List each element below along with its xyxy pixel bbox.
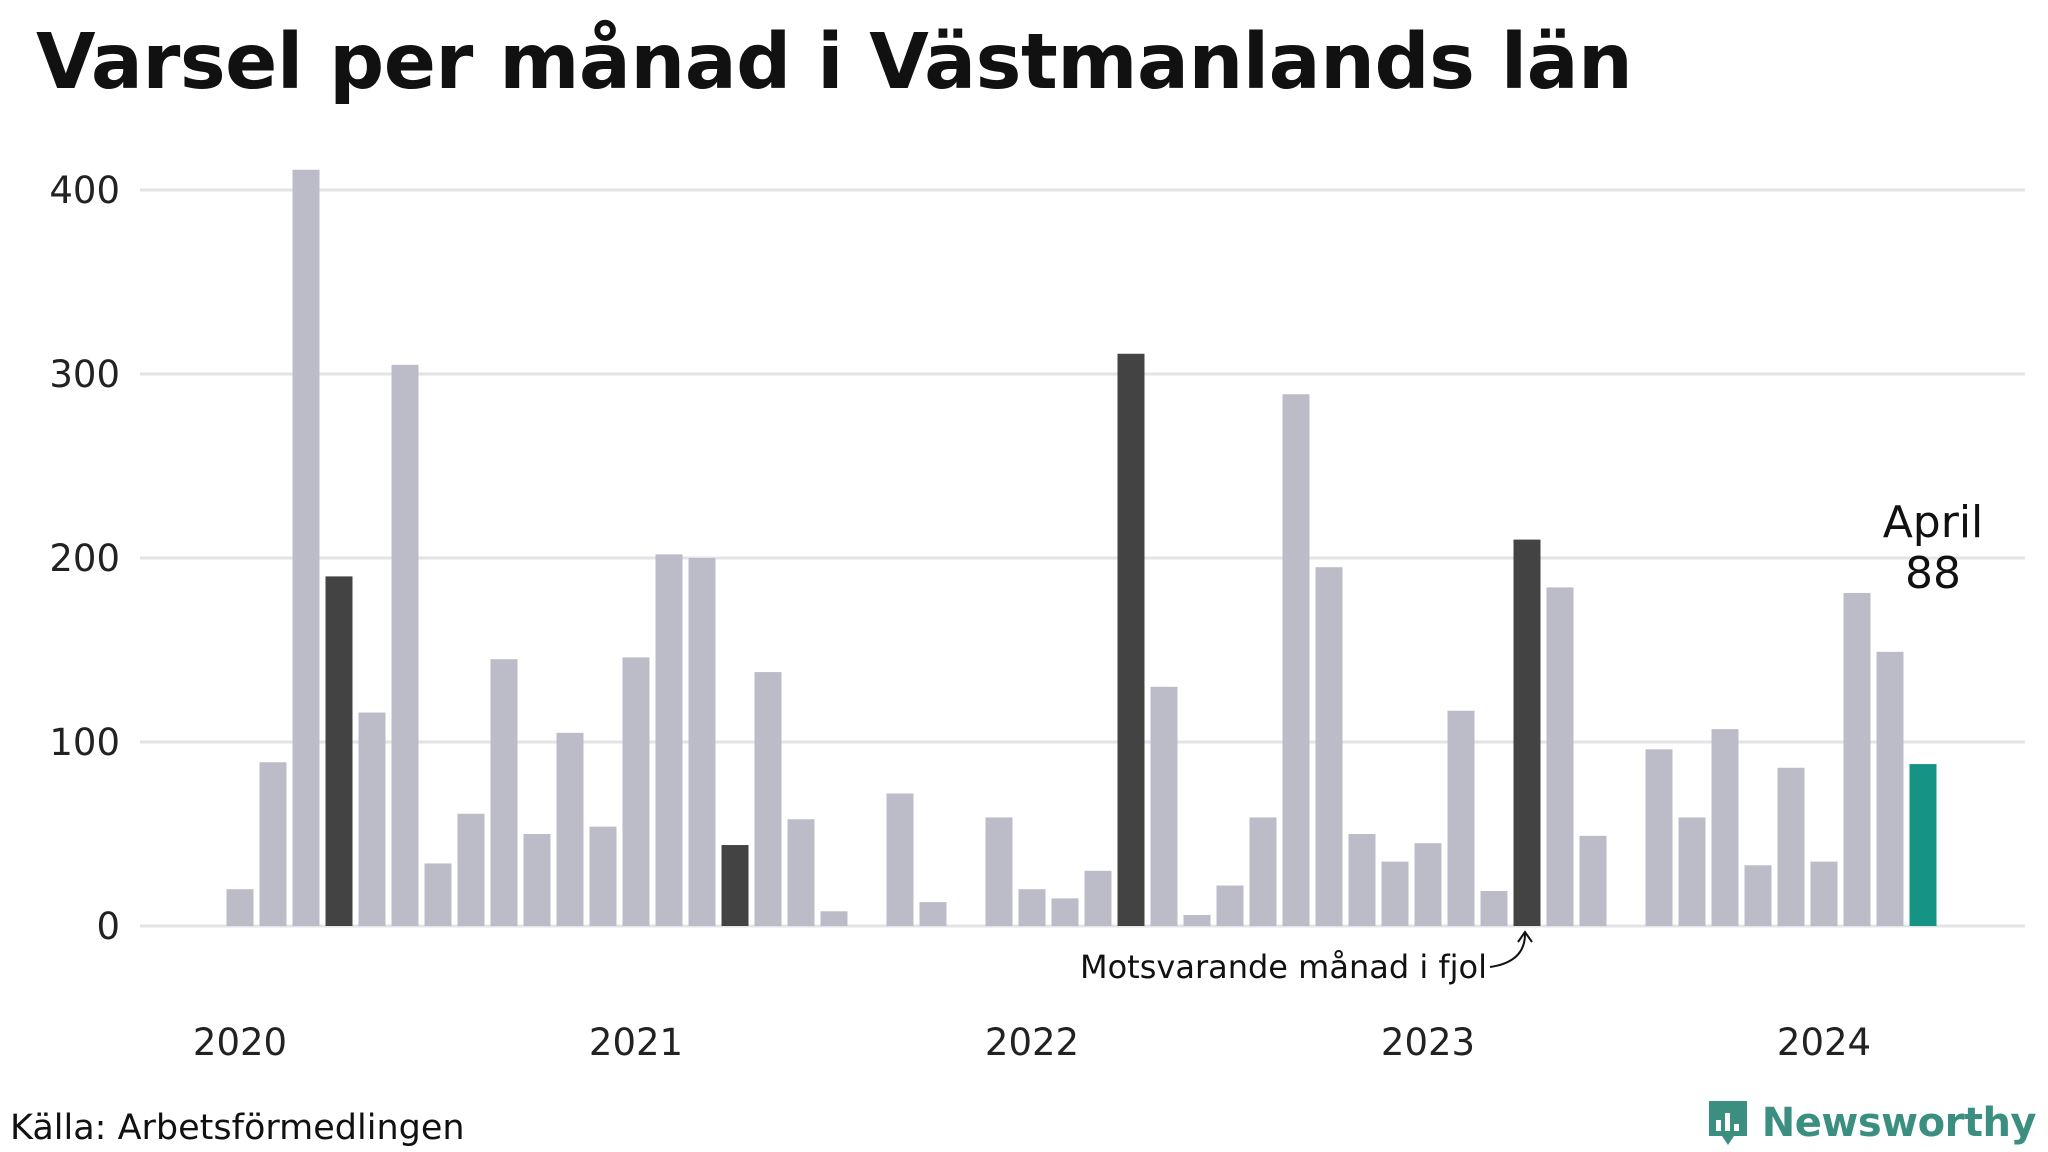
bar-2022-03 — [1084, 870, 1112, 926]
current-month-label: April — [1883, 497, 1984, 548]
x-axis-ticks: 2020 2021 2022 2023 2024 — [193, 1021, 1871, 1064]
bar-2021-09 — [886, 793, 914, 926]
bar-2023-10 — [1711, 729, 1739, 926]
y-tick-label: 300 — [49, 353, 120, 396]
bar-2020-08 — [457, 813, 485, 926]
x-tick-label: 2024 — [1777, 1021, 1871, 1064]
bar-2024-04 — [1909, 764, 1937, 926]
bar-2022-06 — [1183, 914, 1211, 926]
bar-2021-07 — [820, 911, 848, 926]
bar-2020-09 — [490, 659, 518, 926]
previous-year-annotation: Motsvarande månad i fjol — [1080, 948, 1487, 986]
y-tick-label: 400 — [49, 169, 120, 212]
x-tick-label: 2023 — [1381, 1021, 1475, 1064]
bar-2021-06 — [787, 819, 815, 926]
bar-2020-06 — [391, 364, 419, 926]
chart-title: Varsel per månad i Västmanlands län — [36, 18, 1633, 107]
annotation-arrowhead — [1517, 930, 1533, 943]
bar-2023-02 — [1447, 710, 1475, 926]
bar-2023-04 — [1513, 539, 1541, 926]
bar-2020-03 — [292, 169, 320, 926]
bar-2022-07 — [1216, 885, 1244, 926]
annotation-arrow — [1489, 933, 1526, 968]
bar-2020-04 — [325, 576, 353, 926]
y-tick-label: 100 — [49, 721, 120, 764]
newsworthy-logo-icon — [1708, 1101, 1747, 1145]
grid-lines — [140, 188, 2025, 928]
bar-2023-01 — [1414, 843, 1442, 926]
bar-2022-11 — [1348, 834, 1376, 926]
bars — [226, 169, 1937, 926]
bar-2023-11 — [1744, 865, 1772, 926]
y-tick-label: 200 — [49, 537, 120, 580]
bar-2021-12 — [985, 817, 1013, 926]
brand-logo: Newsworthy — [1706, 1098, 2037, 1148]
bar-2021-01 — [622, 657, 650, 926]
bar-2023-08 — [1645, 749, 1673, 926]
bar-2022-10 — [1315, 567, 1343, 926]
bar-2021-02 — [655, 554, 683, 926]
brand-name: Newsworthy — [1761, 1100, 2037, 1146]
bar-2020-01 — [226, 889, 254, 926]
bar-2022-09 — [1282, 394, 1310, 926]
bar-2022-05 — [1150, 686, 1178, 926]
y-axis-ticks: 0 100 200 300 400 — [49, 169, 120, 948]
source-note: Källa: Arbetsförmedlingen — [10, 1108, 465, 1148]
bar-2021-10 — [919, 902, 947, 926]
bar-2024-01 — [1810, 861, 1838, 926]
bar-2020-11 — [556, 732, 584, 926]
x-tick-label: 2021 — [589, 1021, 683, 1064]
bar-2022-04 — [1117, 353, 1145, 926]
bar-2022-12 — [1381, 861, 1409, 926]
annotations: April 88 Motsvarande månad i fjol — [1080, 497, 1983, 986]
bar-2020-02 — [259, 762, 287, 926]
bar-2023-06 — [1579, 835, 1607, 926]
bar-2023-12 — [1777, 767, 1805, 926]
bar-2022-02 — [1051, 898, 1079, 926]
bar-2024-03 — [1876, 651, 1904, 926]
bar-2021-03 — [688, 558, 716, 926]
bar-2021-05 — [754, 672, 782, 926]
y-tick-label: 0 — [96, 905, 120, 948]
bar-2023-05 — [1546, 587, 1574, 926]
bar-2023-09 — [1678, 817, 1706, 926]
bar-2023-03 — [1480, 891, 1508, 926]
current-month-value: 88 — [1905, 548, 1961, 599]
bar-2020-07 — [424, 863, 452, 926]
bar-2020-05 — [358, 712, 386, 926]
bar-2022-08 — [1249, 817, 1277, 926]
x-tick-label: 2020 — [193, 1021, 287, 1064]
bar-2020-10 — [523, 834, 551, 926]
x-tick-label: 2022 — [985, 1021, 1079, 1064]
bar-2024-02 — [1843, 592, 1871, 926]
bar-2022-01 — [1018, 889, 1046, 926]
bar-2021-04 — [721, 845, 749, 926]
bar-2020-12 — [589, 826, 617, 926]
